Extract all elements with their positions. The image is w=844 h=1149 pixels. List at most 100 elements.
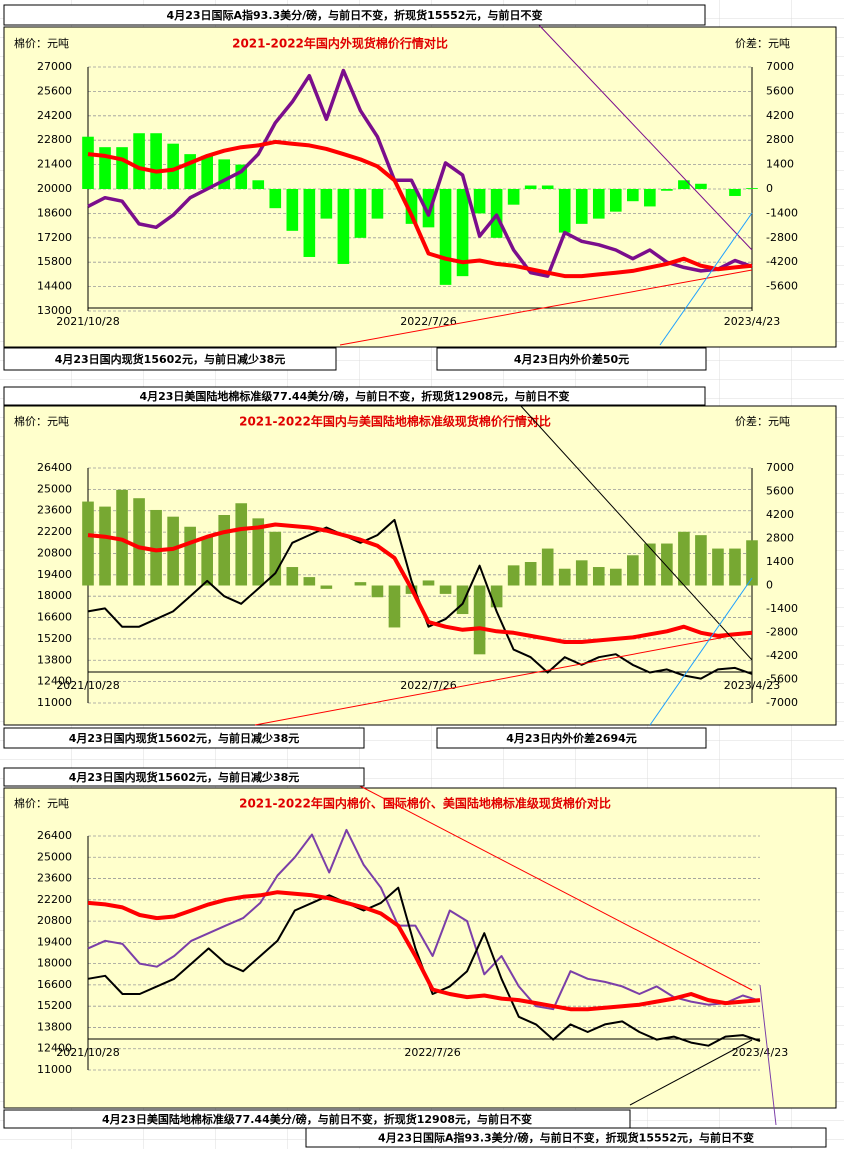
bar — [558, 189, 571, 233]
bar — [252, 180, 265, 189]
y-tick-label: 17200 — [37, 231, 72, 244]
y-tick-label: 12400 — [37, 1042, 72, 1055]
y-tick-label: 20800 — [37, 546, 72, 559]
annotation: 4月23日内外价差50元 — [514, 352, 629, 366]
pointer-line — [519, 404, 753, 661]
bar — [354, 582, 367, 586]
x-tick-label: 2021/10/28 — [56, 679, 119, 692]
y2-tick-label: 1400 — [766, 158, 794, 171]
annotation: 4月23日国际A指93.3美分/磅，与前日不变，折现货15552元，与前日不变 — [378, 1131, 754, 1145]
bar — [218, 515, 231, 586]
y-tick-label: 22800 — [37, 133, 72, 146]
bar — [82, 136, 94, 189]
chart-background — [3, 26, 837, 348]
bar — [490, 585, 503, 608]
bar — [184, 526, 196, 586]
y-tick-label: 20800 — [37, 914, 72, 927]
bar — [116, 147, 128, 189]
bar — [422, 580, 435, 586]
y-tick-label: 13800 — [37, 653, 72, 666]
bar — [371, 189, 384, 219]
bar — [609, 568, 622, 586]
y2-tick-label: 2800 — [766, 532, 794, 545]
bar — [678, 180, 690, 189]
bar — [218, 159, 231, 189]
bar — [422, 189, 435, 228]
bar — [337, 189, 350, 264]
bar — [184, 154, 196, 189]
y2-tick-label: -1400 — [766, 602, 798, 615]
y-tick-label: 13000 — [37, 304, 72, 317]
pointer-line — [759, 984, 777, 1126]
bar — [729, 189, 741, 196]
y-tick-label: 18600 — [37, 206, 72, 219]
bar — [303, 189, 316, 257]
y2-tick-label: 5600 — [766, 485, 794, 498]
bar — [627, 555, 639, 586]
line-series — [87, 68, 753, 278]
bar — [150, 509, 162, 586]
y-tick-label: 16600 — [37, 978, 72, 991]
bar — [303, 577, 316, 586]
bar — [201, 155, 213, 189]
chart-title: 2021-2022年国内与美国陆地棉标准级现货棉价行情对比 — [239, 414, 551, 429]
y-tick-label: 25600 — [37, 84, 72, 97]
bar — [524, 562, 537, 586]
y-axis-label: 棉价：元吨 — [14, 36, 69, 50]
y-tick-label: 26400 — [37, 829, 72, 842]
y-axis-label: 棉价：元吨 — [14, 414, 69, 428]
chart: 2021-2022年国内与美国陆地棉标准级现货棉价行情对比 棉价：元吨 价差：元吨 1… — [3, 405, 837, 726]
bar — [371, 585, 384, 598]
annotation: 4月23日美国陆地棉标准级77.44美分/磅，与前日不变，折现货12908元，与… — [102, 1112, 532, 1126]
y-tick-label: 21400 — [37, 158, 72, 171]
chart-title: 2021-2022年国内外现货棉价行情对比 — [232, 36, 448, 51]
bar — [405, 189, 418, 224]
bar — [627, 189, 639, 202]
y2-tick-label: 1400 — [766, 555, 794, 568]
bar — [575, 189, 588, 224]
y-tick-label: 19400 — [37, 935, 72, 948]
x-tick-label: 2021/10/28 — [56, 1046, 119, 1059]
bar — [133, 133, 145, 189]
bar — [592, 567, 605, 586]
bar — [695, 535, 707, 586]
x-tick-label: 2023/4/23 — [732, 1046, 788, 1059]
bar — [439, 585, 452, 594]
bar — [541, 548, 554, 586]
bar — [286, 567, 299, 586]
y-tick-label: 18000 — [37, 589, 72, 602]
bar — [456, 189, 469, 277]
bar — [507, 189, 520, 205]
pointer-line — [359, 785, 753, 991]
annotation-box — [3, 4, 706, 26]
bar — [235, 164, 248, 189]
annotation-box — [436, 727, 707, 749]
bar — [644, 189, 656, 207]
y-tick-label: 20000 — [37, 182, 72, 195]
bar — [507, 565, 520, 586]
pointer-line — [659, 212, 753, 346]
y2-tick-label: 0 — [766, 182, 773, 195]
chart-background — [3, 405, 837, 726]
bar — [388, 585, 401, 628]
y2-tick-label: -2800 — [766, 231, 798, 244]
y-tick-label: 19400 — [37, 568, 72, 581]
annotation-box — [3, 727, 365, 749]
line-series — [87, 890, 761, 1012]
line-series — [87, 828, 761, 1011]
bar — [235, 503, 248, 586]
annotation: 4月23日国内现货15602元，与前日减少38元 — [55, 352, 286, 366]
y2-tick-label: -4200 — [766, 649, 798, 662]
bar — [695, 183, 707, 189]
y-tick-label: 12400 — [37, 675, 72, 688]
bar — [575, 560, 588, 586]
bar — [167, 516, 179, 586]
chart-background — [3, 787, 837, 1109]
bar — [201, 536, 213, 586]
y2-tick-label: 2800 — [766, 133, 794, 146]
bar — [661, 189, 673, 191]
y-tick-label: 27000 — [37, 60, 72, 73]
bar — [286, 189, 299, 231]
